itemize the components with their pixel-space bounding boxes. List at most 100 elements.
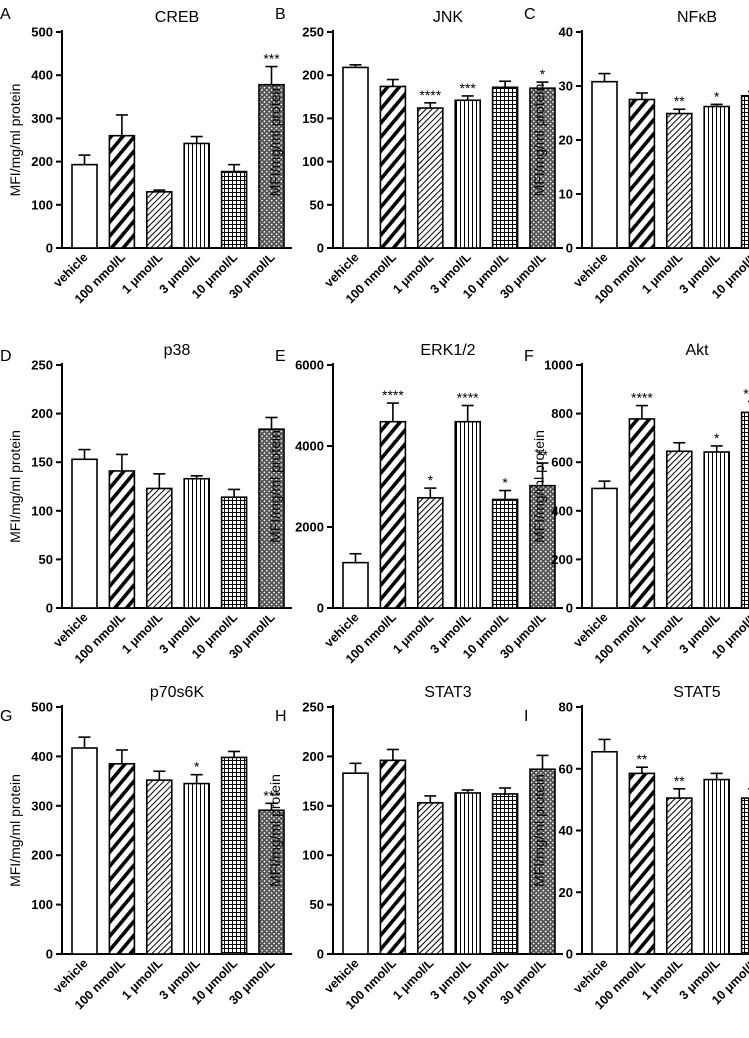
significance-label: **** (631, 390, 653, 406)
y-tick-label: 0 (317, 601, 324, 616)
y-tick-label: 100 (31, 897, 53, 912)
bar-100-nmol-l (628, 98, 656, 249)
significance-label: ** (636, 751, 647, 767)
bar-10-mol-l (491, 498, 519, 609)
bar-vehicle (591, 487, 618, 609)
y-tick-label: 600 (551, 455, 573, 470)
y-tick-label: 100 (302, 848, 324, 863)
bar-vehicle (71, 458, 98, 609)
y-tick-label: 50 (310, 197, 324, 212)
y-tick-label: 20 (559, 885, 573, 900)
y-tick-label: 0 (566, 947, 573, 962)
bar-10-mol-l (491, 793, 519, 955)
bar-1-mol-l (665, 797, 693, 955)
y-tick-label: 200 (31, 848, 53, 863)
y-axis-label: MFI/mg/ml protein (531, 774, 547, 887)
bar-3-mol-l (183, 477, 210, 609)
bar-30-mol-l (258, 809, 285, 955)
y-tick-label: 0 (46, 241, 53, 256)
bar-vehicle (342, 561, 369, 609)
panel-letter: G (0, 708, 12, 725)
bar-100-nmol-l (379, 85, 407, 249)
y-tick-label: 200 (31, 406, 53, 421)
panel-title: p70s6K (150, 684, 205, 701)
y-tick-label: 60 (559, 761, 573, 776)
bar-100-nmol-l (379, 759, 407, 955)
bar-10-mol-l (220, 756, 248, 955)
panel-letter: B (275, 6, 286, 23)
significance-label: ** (537, 447, 548, 463)
y-tick-label: 500 (31, 700, 53, 715)
panel-title: ERK1/2 (420, 342, 475, 359)
significance-label: **** (457, 390, 479, 406)
bar-vehicle (342, 772, 369, 955)
y-axis-label: MFI/mg/ml protein (7, 84, 23, 197)
significance-label: * (194, 759, 200, 775)
y-tick-label: 800 (551, 406, 573, 421)
bar-100-nmol-l (379, 420, 407, 609)
y-tick-label: 200 (302, 749, 324, 764)
bar-1-mol-l (665, 450, 693, 609)
y-tick-label: 20 (559, 133, 573, 148)
panel-letter: C (524, 6, 536, 23)
bar-1-mol-l (416, 107, 444, 249)
y-tick-label: 300 (31, 111, 53, 126)
y-tick-label: 200 (551, 552, 573, 567)
y-tick-label: 50 (39, 552, 53, 567)
significance-label: * (428, 472, 434, 488)
bar-1-mol-l (146, 779, 173, 955)
bar-100-nmol-l (108, 134, 136, 249)
significance-label: *** (263, 787, 280, 803)
panel-title: STAT5 (673, 684, 721, 701)
bar-3-mol-l (703, 451, 731, 609)
y-tick-label: 0 (46, 601, 53, 616)
y-tick-label: 2000 (295, 520, 324, 535)
y-tick-label: 250 (302, 25, 324, 40)
panel-title: NFκB (677, 9, 717, 26)
y-axis-label: MFI/mg/ml protein (7, 430, 23, 543)
y-tick-label: 200 (31, 154, 53, 169)
y-tick-label: 200 (302, 68, 324, 83)
y-tick-label: 100 (31, 503, 53, 518)
y-tick-label: 1000 (544, 358, 573, 373)
bar-10-mol-l (220, 170, 248, 249)
bar-30-mol-l (529, 87, 556, 249)
panel-title: Akt (685, 342, 709, 359)
significance-label: **** (743, 385, 749, 401)
y-tick-label: 40 (559, 823, 573, 838)
significance-label: *** (460, 80, 477, 96)
significance-label: * (714, 88, 720, 104)
bar-30-mol-l (529, 484, 556, 609)
panel-letter: I (524, 708, 528, 725)
bar-vehicle (71, 747, 98, 955)
y-tick-label: 100 (302, 154, 324, 169)
y-tick-label: 500 (31, 25, 53, 40)
y-tick-label: 250 (31, 358, 53, 373)
bar-3-mol-l (703, 778, 731, 955)
bar-1-mol-l (146, 191, 173, 249)
y-tick-label: 100 (31, 197, 53, 212)
panel-title: JNK (433, 9, 464, 26)
panel-title: p38 (164, 342, 191, 359)
y-tick-label: 10 (559, 187, 573, 202)
y-tick-label: 0 (317, 947, 324, 962)
significance-label: * (540, 66, 546, 82)
bar-3-mol-l (183, 142, 210, 249)
y-tick-label: 4000 (295, 439, 324, 454)
y-tick-label: 0 (566, 241, 573, 256)
y-tick-label: 6000 (295, 358, 324, 373)
y-axis-label: MFI/mg/ml protein (531, 430, 547, 543)
y-tick-label: 50 (310, 897, 324, 912)
panel-letter: H (275, 708, 287, 725)
panel-letter: E (275, 348, 286, 365)
y-tick-label: 400 (31, 749, 53, 764)
